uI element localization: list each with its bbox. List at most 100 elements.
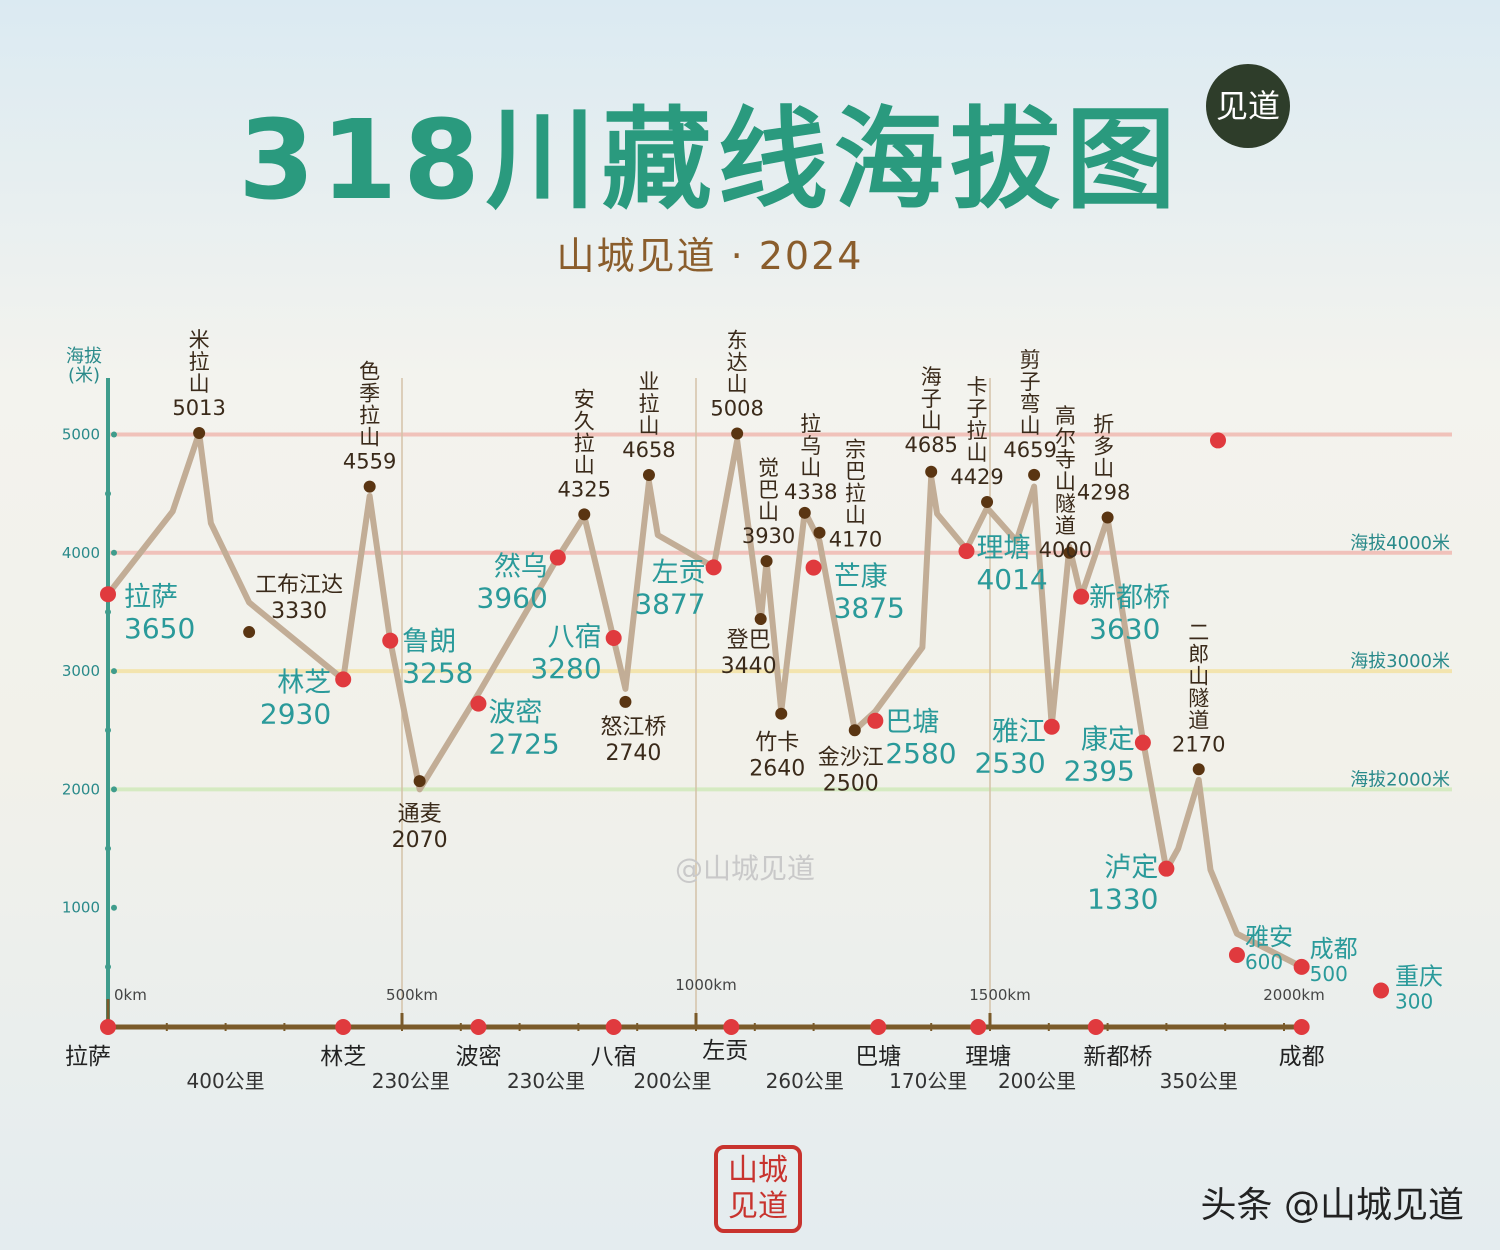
y-axis-label: 海拔	[66, 346, 102, 367]
city-name: 八宿	[548, 622, 602, 653]
city-altitude: 4014	[976, 563, 1047, 596]
pass-name-char: 安	[574, 387, 595, 411]
pass-name-char: 久	[574, 409, 595, 433]
city-altitude: 3630	[1089, 613, 1160, 646]
city-name: 康定	[1081, 725, 1135, 756]
pass-name-char: 子	[921, 387, 942, 411]
pass-dot	[813, 526, 826, 539]
pass-name: 通麦	[398, 802, 442, 827]
city-dot	[1293, 958, 1310, 975]
pass-name-char: 山	[727, 373, 748, 397]
pass-dot	[760, 555, 773, 568]
city-dot	[705, 559, 722, 576]
city-dot	[335, 671, 352, 688]
y-tick-dot	[111, 786, 117, 793]
pass-dot	[981, 496, 994, 509]
city-dot	[1228, 947, 1245, 964]
route-segment-distance: 350公里	[1160, 1069, 1238, 1093]
city-dot	[1134, 734, 1151, 751]
y-tick-dot	[111, 549, 117, 556]
y-tick-label: 5000	[62, 426, 100, 444]
city-dot	[805, 559, 822, 576]
pass-altitude: 3440	[721, 654, 777, 679]
pass-name-char: 弯	[1020, 392, 1041, 416]
pass-altitude: 4685	[904, 433, 957, 457]
pass-dot	[1028, 468, 1041, 481]
city-altitude: 3960	[477, 582, 548, 615]
pass-name-char: 拉	[800, 412, 821, 436]
route-stop-name: 巴塘	[855, 1044, 901, 1070]
pass-name-char: 山	[1055, 470, 1076, 494]
pass-name-char: 拉	[359, 404, 380, 428]
pass-name-char: 达	[727, 351, 748, 375]
pass-name-char: 隧	[1188, 686, 1209, 710]
city-dot	[470, 695, 487, 712]
route-segment-distance: 400公里	[187, 1069, 265, 1093]
y-tick-dot	[111, 668, 117, 675]
pass-name-char: 拉	[845, 482, 866, 506]
pass-altitude: 4659	[1003, 438, 1056, 462]
y-minor-dot	[105, 845, 111, 852]
footer-credit: 头条 @山城见道	[1200, 1185, 1464, 1226]
city-name: 泸定	[1104, 853, 1158, 884]
pass-altitude: 3330	[271, 599, 327, 624]
city-altitude: 3650	[124, 612, 195, 645]
city-name: 雅江	[992, 717, 1046, 748]
city-name: 林芝	[277, 667, 331, 698]
city-name: 巴塘	[885, 707, 939, 738]
pass-altitude: 4170	[829, 528, 882, 552]
city-altitude: 2930	[260, 697, 331, 730]
route-stop-name: 波密	[455, 1044, 501, 1070]
reference-line-label: 海拔2000米	[1350, 769, 1450, 790]
pass-name-char: 山	[1020, 414, 1041, 438]
route-segment-distance: 230公里	[507, 1069, 585, 1093]
y-tick-dot	[111, 431, 117, 438]
city-dot	[1043, 718, 1060, 735]
pass-name-char: 多	[1093, 435, 1114, 459]
pass-name-char: 海	[921, 365, 942, 389]
pass-altitude: 2740	[605, 741, 661, 766]
pass-name-char: 山	[845, 504, 866, 528]
city-dot	[1073, 588, 1090, 605]
city-altitude: 300	[1395, 990, 1433, 1014]
pass-dot	[1192, 763, 1205, 776]
city-dot	[1158, 860, 1175, 877]
pass-altitude: 4298	[1077, 481, 1130, 505]
city-altitude: 3280	[530, 652, 601, 685]
pass-name-char: 道	[1055, 514, 1076, 538]
city-name: 然乌	[494, 552, 548, 583]
route-stop-name: 成都	[1279, 1044, 1325, 1070]
y-tick-label: 1000	[62, 899, 100, 917]
pass-dot	[1101, 511, 1114, 524]
pass-name-char: 拉	[638, 392, 659, 416]
distance-tick-label: 1000km	[675, 976, 736, 994]
pass-name-char: 子	[1020, 370, 1041, 394]
city-dot	[382, 632, 399, 649]
pass-name-char: 色	[359, 360, 380, 384]
pass-dot	[754, 613, 767, 626]
route-stop-name: 八宿	[591, 1044, 637, 1070]
pass-altitude: 2640	[749, 757, 805, 782]
pass-dot	[848, 724, 861, 737]
page-subtitle: 山城见道 · 2024	[556, 234, 864, 278]
city-name: 新都桥	[1089, 583, 1170, 614]
pass-name-char: 二	[1188, 620, 1209, 644]
city-altitude: 2530	[974, 747, 1045, 780]
pass-name-char: 东	[727, 329, 748, 353]
pass-name-char: 业	[638, 370, 659, 394]
city-dot	[958, 543, 975, 560]
pass-altitude: 4658	[622, 438, 675, 462]
y-tick-label: 3000	[62, 662, 100, 680]
route-stop-name: 理塘	[965, 1044, 1011, 1070]
pass-altitude: 5008	[710, 397, 763, 421]
city-dot	[549, 549, 566, 566]
brand-badge: 见道	[1206, 64, 1290, 148]
pass-name-char: 道	[1188, 708, 1209, 732]
pass-altitude: 4325	[558, 477, 611, 501]
pass-altitude: 4429	[950, 465, 1003, 489]
y-minor-dot	[105, 963, 111, 970]
city-name: 成都	[1310, 935, 1358, 963]
pass-dot	[578, 508, 591, 521]
city-name: 重庆	[1395, 963, 1443, 991]
pass-name: 金沙江	[818, 745, 884, 770]
